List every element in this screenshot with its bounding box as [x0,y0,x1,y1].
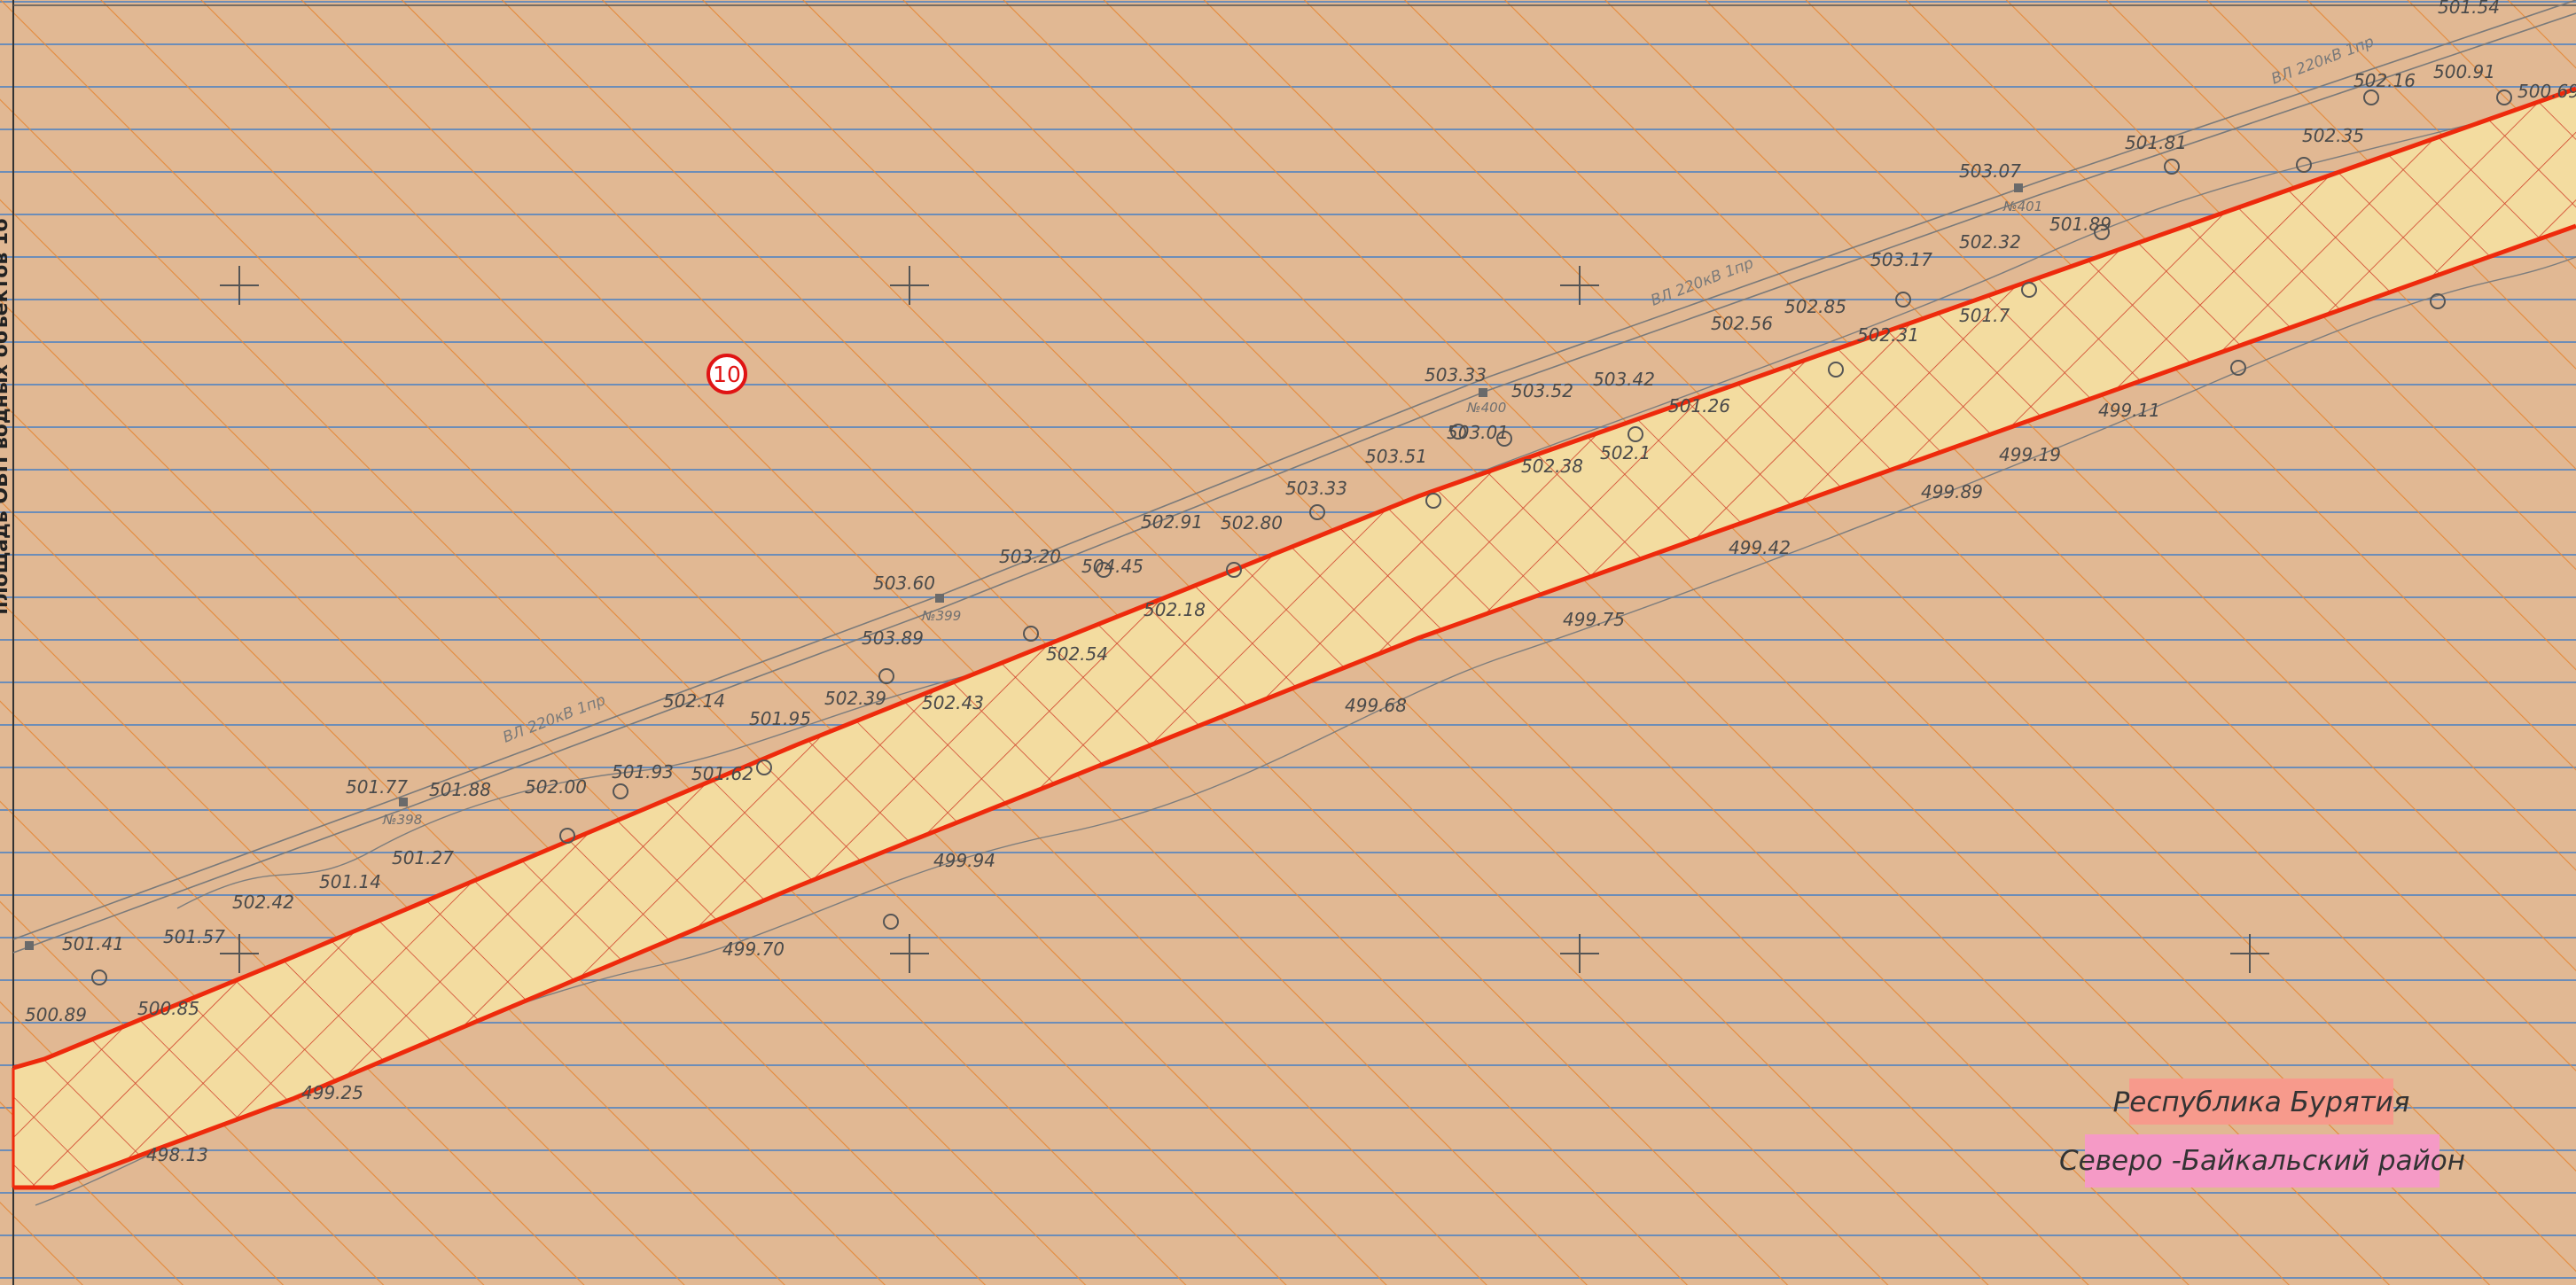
elevation-label: 502.56 [1711,313,1773,334]
elevation-label: 503.07 [1959,160,2021,182]
elevation-label: 499.11 [2098,400,2160,421]
elevation-label: 501.41 [62,933,124,954]
elevation-label: 502.32 [1959,231,2021,253]
elevation-label: 501.62 [691,763,753,784]
elevation-label: 503.20 [999,546,1061,567]
region-label-republic-text: Республика Бурятия [2113,1086,2410,1118]
elevation-label: 502.00 [525,776,587,798]
elevation-label: 502.35 [2302,125,2364,146]
elevation-label: 503.17 [1870,249,1932,270]
terrain-markers [91,90,2512,985]
elevation-label: 503.52 [1511,380,1573,401]
powerline-poles [25,183,2023,950]
elevation-label: 501.27 [392,847,454,868]
elevation-label: 500.91 [2433,61,2495,82]
elevation-label: 502.42 [232,892,294,913]
elevation-label: 501.93 [612,761,674,783]
elevation-label: 501.7 [1959,305,2010,326]
elevation-labels-upper: 501.54 502.16 500.91 500.69 501.81 502.3… [25,0,2576,1025]
elevation-label: 499.75 [1563,609,1625,630]
elevation-label: 502.16 [2354,70,2416,91]
elevation-label: 503.60 [873,572,935,594]
elevation-label: 504.45 [1081,556,1144,577]
elevation-label: 502.38 [1521,456,1583,477]
elevation-label: 501.81 [2125,132,2187,153]
elevation-label: 499.89 [1921,481,1983,502]
elevation-label: 499.19 [1999,444,2061,465]
region-label-republic: Республика Бурятия [2113,1079,2410,1125]
elevation-label: 502.80 [1221,512,1283,533]
elevation-label: 503.89 [862,627,924,649]
elevation-label: 499.70 [722,938,785,960]
elevation-label: 498.13 [146,1144,208,1165]
elevation-label: 499.25 [301,1082,363,1103]
elevation-label: 501.88 [429,779,491,800]
elevation-label: 501.95 [749,708,811,729]
elevation-label: 500.69 [2517,81,2576,102]
elevation-label: 501.14 [319,871,381,892]
pole-label-398: №398 [382,812,422,828]
elevation-label: 502.18 [1144,599,1206,620]
elevation-label: 502.54 [1046,643,1108,665]
pole-label-400: №400 [1466,400,1506,416]
elevation-label: 499.68 [1345,695,1407,716]
side-label: площадь ОВП водных объектов 1б [0,218,12,614]
elevation-label: 499.94 [933,850,995,871]
region-label-district-text: Северо -Байкальский район [2059,1145,2465,1177]
powerline-corridor [12,0,2576,954]
elevation-label: 501.54 [2438,0,2500,18]
elevation-label: 502.1 [1600,442,1651,463]
elevation-label: 503.33 [1285,478,1347,499]
elevation-label: 500.89 [25,1004,87,1025]
elevation-label: 503.42 [1593,369,1655,390]
elevation-label: 503.51 [1365,446,1427,467]
grid-crosses [220,266,2269,973]
elevation-label: 501.26 [1668,395,1730,417]
elevation-label: 503.33 [1425,364,1487,386]
sheet-number-marker: 10 [706,354,747,394]
pole-label-401: №401 [2002,199,2042,214]
elevation-label: 502.85 [1784,296,1846,317]
elevation-label: 503.01 [1447,422,1509,443]
elevation-label: 502.39 [824,688,886,709]
elevation-label: 502.91 [1141,511,1203,533]
elevation-label: 499.42 [1729,537,1791,558]
elevation-labels-lower: 499.11 499.19 499.89 499.42 499.75 499.6… [146,400,2160,1165]
sheet-number: 10 [713,362,741,387]
elevation-label: 501.57 [163,926,225,947]
elevation-label: 502.14 [663,690,725,712]
pole-label-399: №399 [921,608,961,624]
elevation-label: 502.43 [922,692,984,713]
elevation-label: 500.85 [137,998,199,1019]
elevation-label: 501.77 [346,776,408,798]
region-label-district: Северо -Байкальский район [2059,1134,2465,1188]
elevation-label: 502.31 [1857,324,1919,346]
elevation-label: 501.89 [2049,214,2112,235]
